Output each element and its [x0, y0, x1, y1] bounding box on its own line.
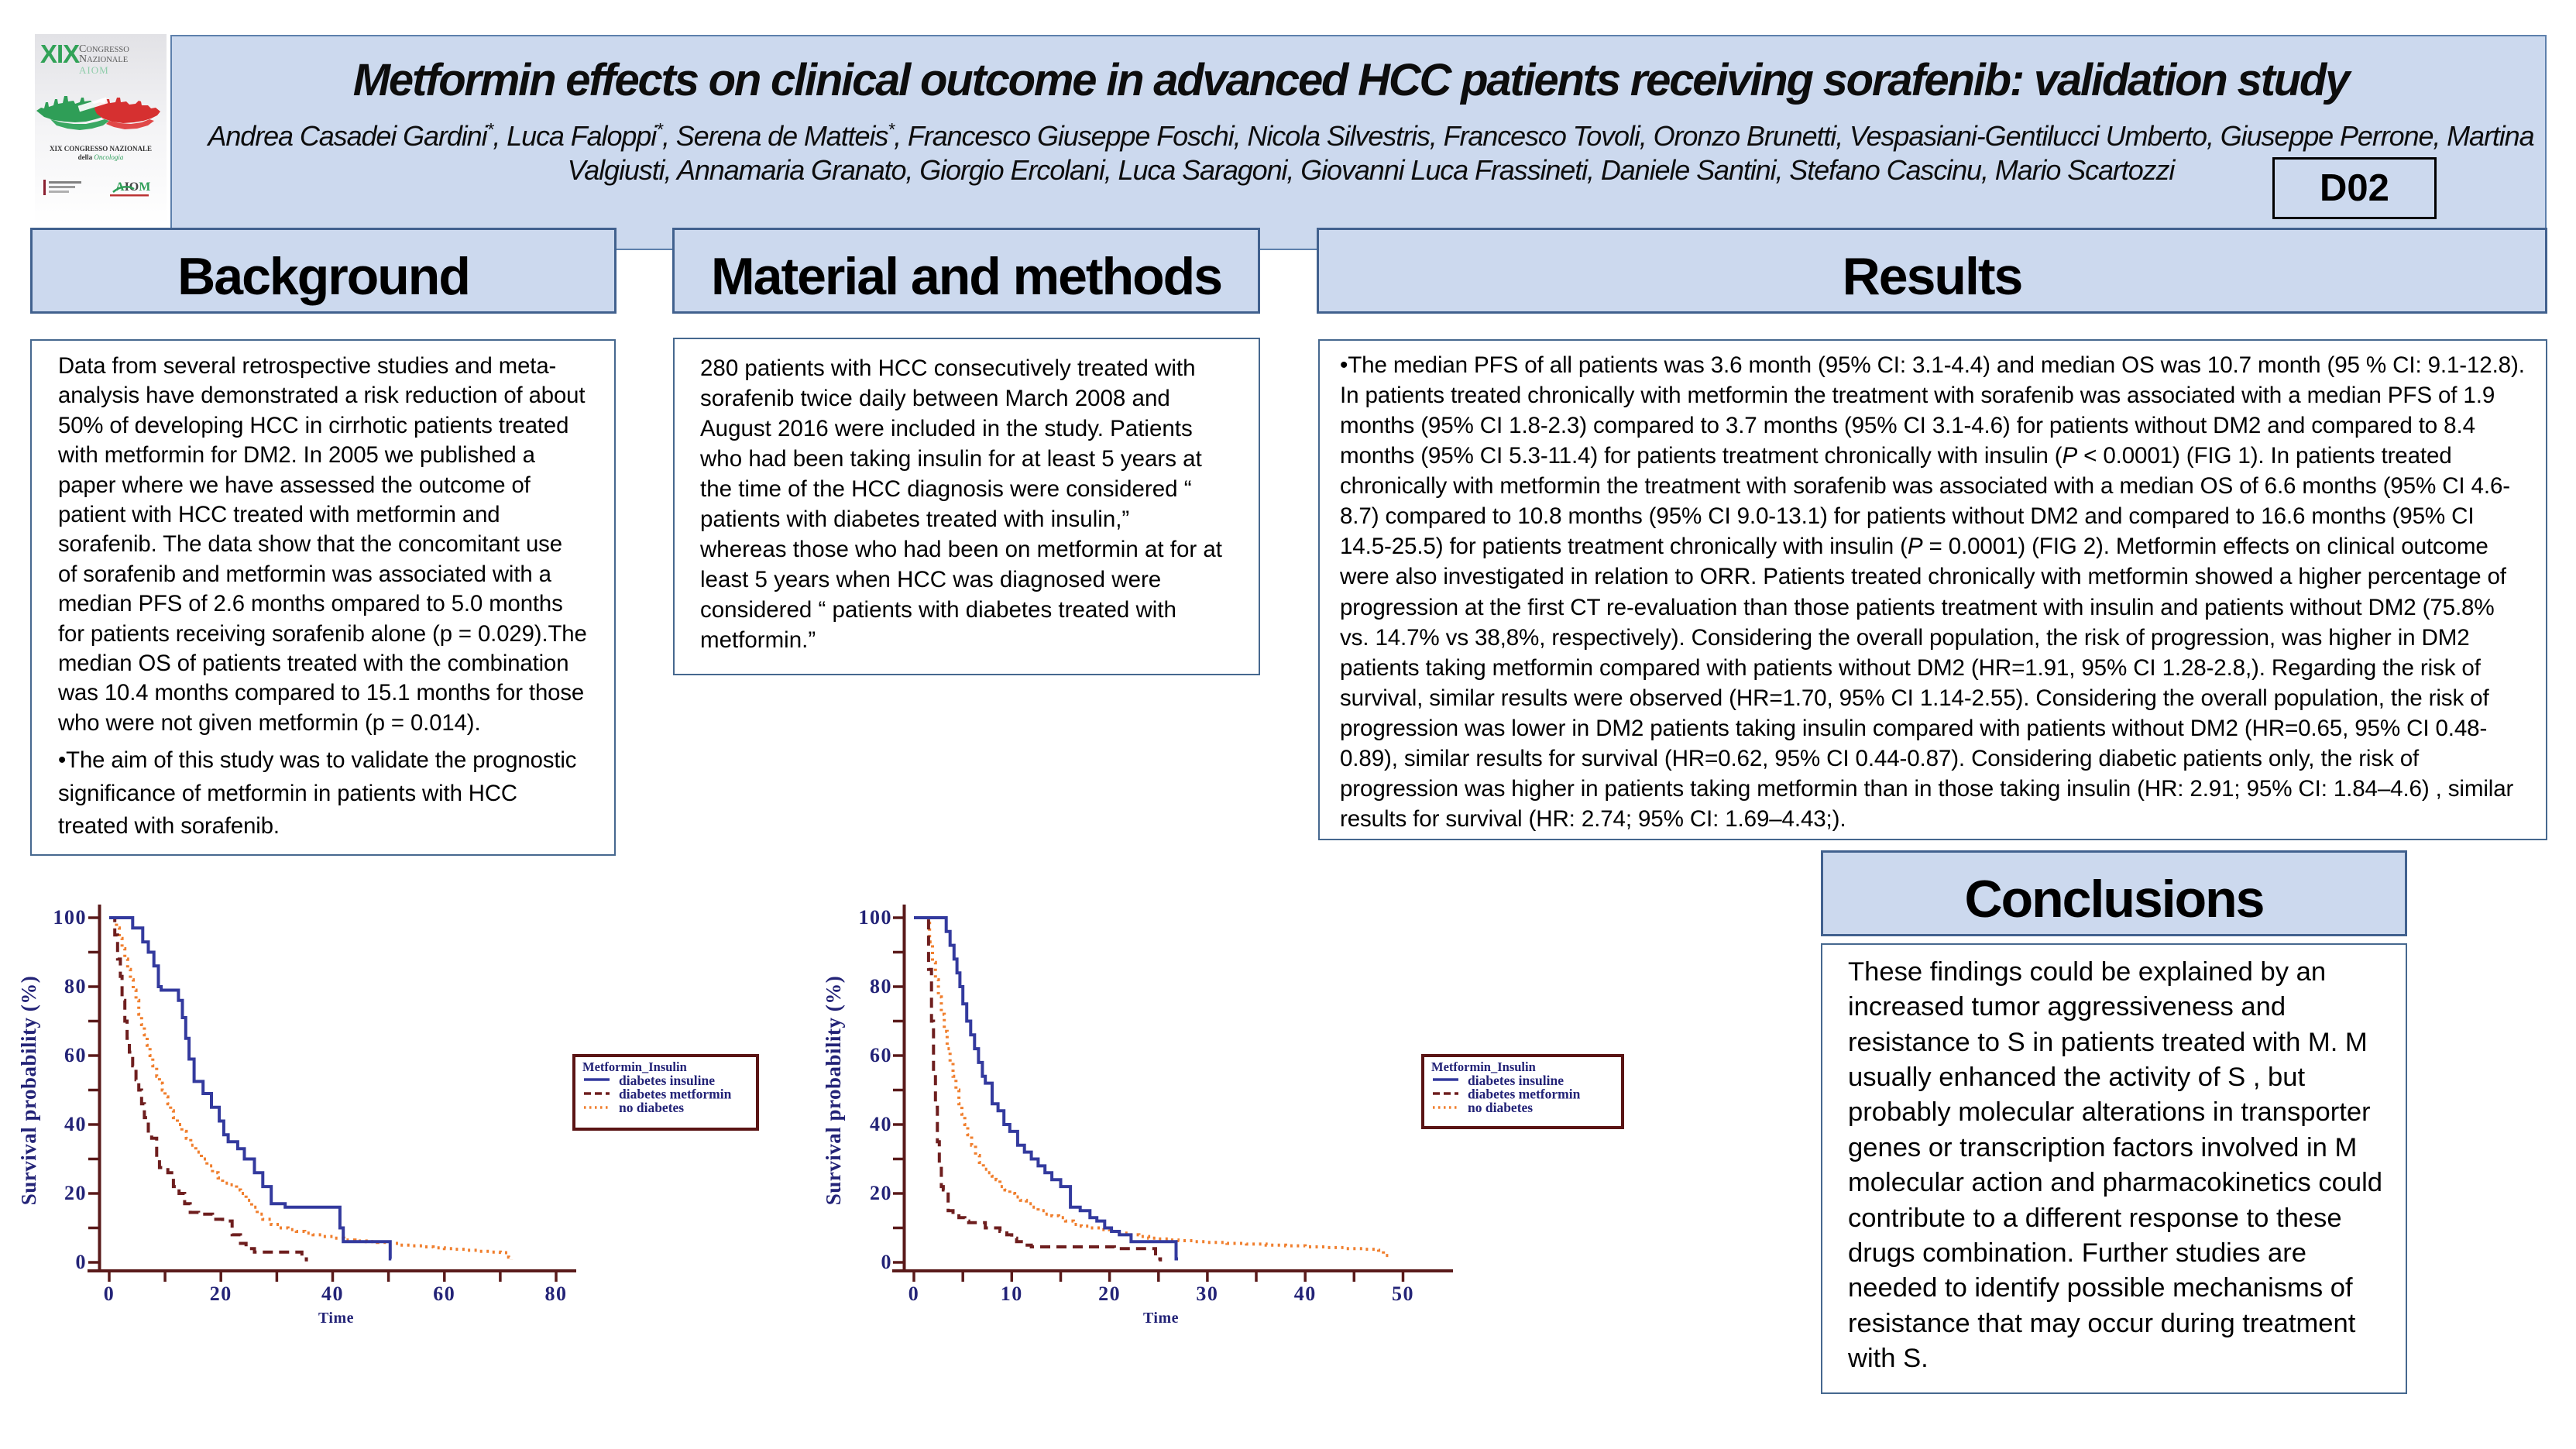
svg-text:NAZIONALE: NAZIONALE	[79, 53, 128, 65]
svg-text:10: 10	[1001, 1282, 1023, 1305]
svg-text:Survival probability (%): Survival probability (%)	[17, 976, 40, 1206]
svg-text:20: 20	[64, 1182, 87, 1204]
svg-text:60: 60	[433, 1282, 455, 1305]
svg-text:40: 40	[64, 1113, 87, 1135]
svg-text:XIX CONGRESSO NAZIONALE: XIX CONGRESSO NAZIONALE	[50, 145, 152, 153]
svg-text:Metformin_Insulin: Metformin_Insulin	[1431, 1059, 1536, 1074]
svg-text:20: 20	[210, 1282, 232, 1305]
svg-text:0: 0	[908, 1282, 920, 1305]
svg-text:Time: Time	[1143, 1310, 1179, 1327]
svg-text:40: 40	[321, 1282, 344, 1305]
svg-text:30: 30	[1196, 1282, 1218, 1305]
svg-text:60: 60	[64, 1044, 87, 1066]
svg-text:diabetes metformin: diabetes metformin	[619, 1087, 732, 1102]
svg-text:60: 60	[870, 1044, 892, 1066]
svg-text:no diabetes: no diabetes	[1468, 1100, 1533, 1115]
svg-text:diabetes metformin: diabetes metformin	[1468, 1087, 1581, 1102]
svg-text:no diabetes: no diabetes	[619, 1100, 684, 1115]
svg-text:80: 80	[870, 975, 892, 997]
svg-text:80: 80	[64, 975, 87, 997]
svg-text:20: 20	[1098, 1282, 1121, 1305]
svg-text:Metformin_Insulin: Metformin_Insulin	[582, 1059, 687, 1074]
svg-text:20: 20	[870, 1182, 892, 1204]
svg-text:della Oncologia: della Oncologia	[78, 153, 124, 161]
svg-text:CONGRESSO: CONGRESSO	[79, 43, 129, 55]
svg-text:Time: Time	[318, 1310, 354, 1327]
svg-text:0: 0	[104, 1282, 115, 1305]
svg-text:100: 100	[859, 906, 893, 929]
svg-text:100: 100	[53, 906, 88, 929]
svg-text:40: 40	[1294, 1282, 1317, 1305]
svg-text:80: 80	[545, 1282, 568, 1305]
svg-text:0: 0	[881, 1251, 893, 1273]
svg-text:50: 50	[1392, 1282, 1414, 1305]
svg-text:diabetes insuline: diabetes insuline	[619, 1073, 715, 1088]
svg-text:XIX: XIX	[40, 39, 80, 68]
svg-text:Survival probability (%): Survival probability (%)	[822, 976, 845, 1206]
svg-text:diabetes insuline: diabetes insuline	[1468, 1073, 1564, 1088]
svg-text:0: 0	[76, 1251, 88, 1273]
svg-text:40: 40	[870, 1113, 892, 1135]
svg-text:AIOM: AIOM	[79, 64, 109, 76]
